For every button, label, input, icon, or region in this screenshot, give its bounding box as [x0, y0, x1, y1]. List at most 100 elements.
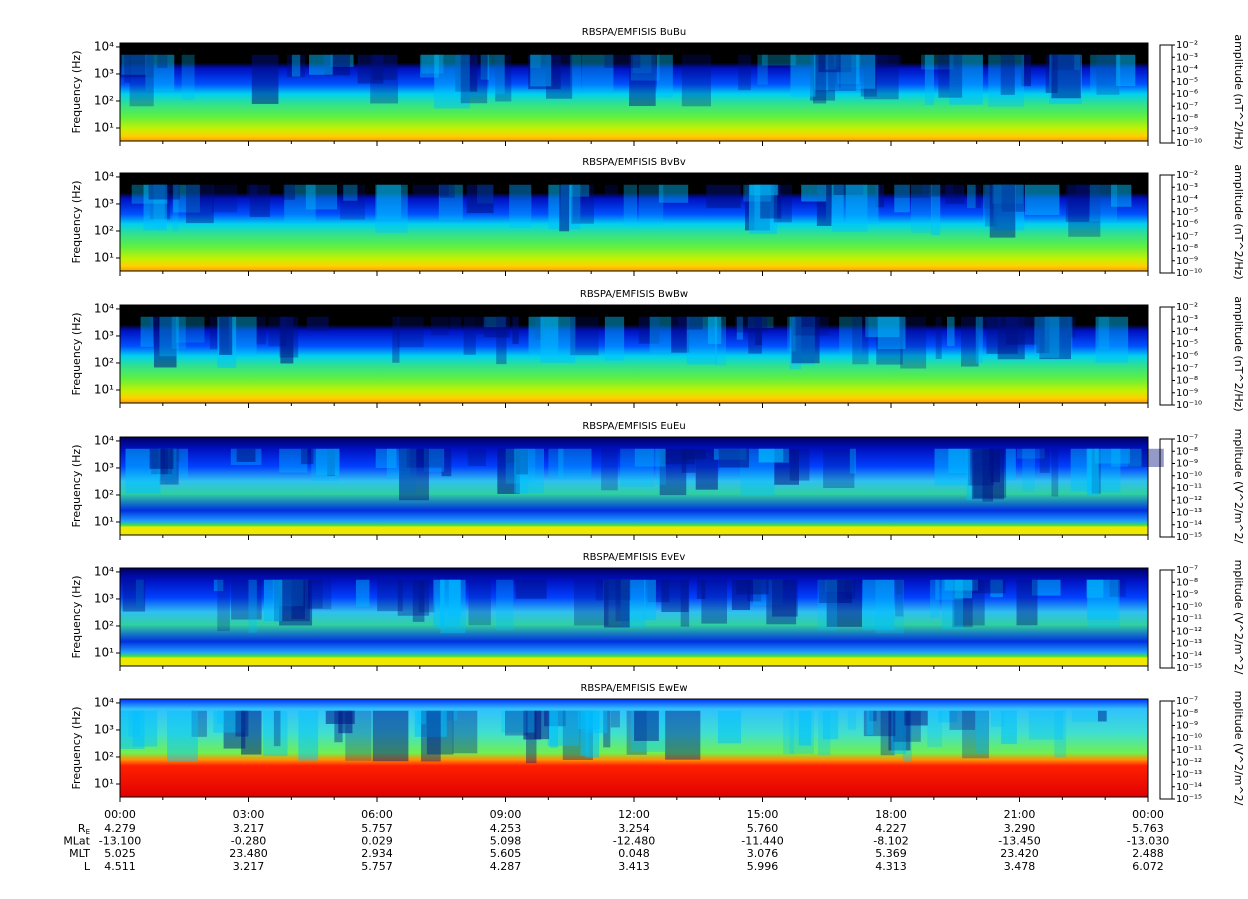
x-tick-label: 21:00	[1004, 808, 1036, 821]
spectrogram-texture	[758, 448, 789, 463]
colorbar-tick-label: 10⁻⁷	[1176, 696, 1198, 707]
colorbar-tick-label: 10⁻²	[1176, 40, 1198, 51]
spectrogram-texture	[574, 579, 609, 626]
spectrogram-texture	[930, 579, 940, 618]
spectrogram-texture	[372, 710, 409, 762]
spectrogram-texture	[1111, 184, 1132, 207]
colorbar	[1159, 569, 1173, 669]
spectrogram-texture	[990, 579, 1003, 598]
spectrogram-texture	[309, 54, 333, 75]
spectrogram-texture	[630, 54, 660, 81]
colorbar-tick-label: 10⁻⁸	[1176, 376, 1198, 387]
y-tick-label: 10²	[94, 749, 114, 763]
spectrogram-texture	[412, 579, 425, 622]
spectrogram-texture	[755, 316, 763, 346]
colorbar-tick-label: 10⁻¹⁰	[1176, 138, 1202, 149]
spectrogram-texture	[895, 579, 903, 595]
spectrogram-texture	[441, 448, 452, 477]
spectrogram-texture	[157, 54, 168, 69]
spectrogram-texture	[1068, 184, 1101, 237]
spectrogram-texture	[801, 316, 814, 327]
spectrogram-texture	[735, 316, 768, 333]
spectrogram-texture	[386, 448, 411, 478]
spectrogram-texture	[377, 579, 403, 612]
ephemeris-value: -13.030	[1127, 835, 1169, 848]
spectrogram-texture	[356, 579, 370, 607]
spectrogram-texture	[506, 448, 519, 464]
spectrogram-texture	[1054, 710, 1067, 758]
spectrogram-texture	[659, 448, 687, 496]
spectrogram-texture	[828, 54, 857, 91]
colorbar-tick-label: 10⁻³	[1176, 52, 1198, 63]
spectrogram-texture	[540, 316, 576, 363]
spectrogram-texture	[631, 710, 666, 752]
spectrogram-texture	[603, 710, 611, 748]
ephemeris-value: 5.763	[1132, 822, 1164, 835]
colorbar-tick-label: 10⁻⁸	[1176, 577, 1198, 588]
spectrogram-texture	[801, 184, 827, 202]
spectrogram-texture	[1116, 54, 1136, 87]
spectrogram-texture	[938, 54, 963, 98]
spectrogram-texture	[392, 316, 400, 363]
ephemeris-value: -12.480	[613, 835, 655, 848]
spectrogram-texture	[1111, 448, 1142, 467]
y-axis-label: Frequency (Hz)	[70, 51, 83, 134]
spectrogram-texture	[966, 184, 982, 208]
spectrogram-texture	[370, 54, 399, 104]
spectrogram-texture	[967, 184, 976, 209]
spectrogram-texture	[789, 710, 814, 754]
spectrogram-texture	[570, 316, 599, 356]
spectrogram-texture	[535, 316, 544, 340]
spectrogram-texture	[791, 316, 820, 364]
spectrogram-texture	[1109, 579, 1126, 597]
ephemeris-value: 5.098	[490, 835, 522, 848]
spectrogram-texture	[516, 448, 529, 494]
colorbar-tick-label: 10⁻⁹	[1176, 590, 1198, 601]
spectrogram-texture	[983, 184, 1016, 227]
colorbar-tick-label: 10⁻¹⁴	[1176, 520, 1202, 531]
colorbar	[1159, 700, 1173, 800]
spectrogram-texture	[452, 710, 478, 754]
spectrogram-texture	[743, 184, 771, 202]
colorbar-label: mplitude (V^2/m^2/	[1232, 429, 1245, 544]
y-tick-label: 10¹	[94, 514, 114, 528]
spectrogram-texture	[305, 184, 337, 210]
colorbar-tick-label: 10⁻²	[1176, 302, 1198, 313]
ephemeris-value: 5.996	[747, 860, 779, 873]
spectrogram-texture	[145, 54, 175, 92]
spectrogram-texture	[946, 316, 955, 347]
colorbar-tick-label: 10⁻⁶	[1176, 219, 1198, 230]
colorbar-tick-label: 10⁻¹²	[1176, 757, 1202, 768]
ephemeris-value: 3.254	[618, 822, 650, 835]
spectrogram-texture	[581, 54, 614, 93]
spectrogram-texture	[839, 316, 863, 356]
spectrogram-texture	[357, 54, 384, 84]
spectrogram-texture	[300, 579, 332, 610]
spectrogram-texture	[559, 184, 570, 232]
spectrogram-texture	[790, 54, 816, 97]
spectrogram-texture	[480, 54, 490, 80]
spectrogram-texture	[774, 448, 799, 485]
spectrogram-texture	[140, 316, 154, 347]
spectrogram-texture	[973, 448, 1007, 498]
ephemeris-value: 3.076	[747, 847, 779, 860]
ephemeris-value: 4.313	[875, 860, 907, 873]
spectrogram-texture	[279, 579, 313, 626]
spectrogram-texture	[960, 316, 979, 367]
spectrogram-texture	[505, 710, 528, 736]
spectrogram-texture	[604, 54, 641, 68]
spectrogram-texture	[523, 710, 542, 740]
spectrogram-texture	[847, 710, 857, 730]
spectrogram-texture	[1036, 316, 1050, 354]
colorbar-tick-label: 10⁻⁷	[1176, 363, 1198, 374]
spectrogram-texture	[825, 54, 837, 70]
spectrogram-texture	[649, 316, 672, 353]
spectrogram-texture	[681, 448, 696, 473]
spectrogram-texture	[373, 54, 397, 81]
spectrogram-texture	[153, 316, 177, 368]
y-axis-label: Frequency (Hz)	[70, 576, 83, 659]
spectrogram-texture	[849, 448, 856, 474]
spectrogram-texture	[661, 579, 689, 613]
spectrogram-texture	[1090, 54, 1121, 94]
spectrogram-texture	[397, 316, 424, 348]
